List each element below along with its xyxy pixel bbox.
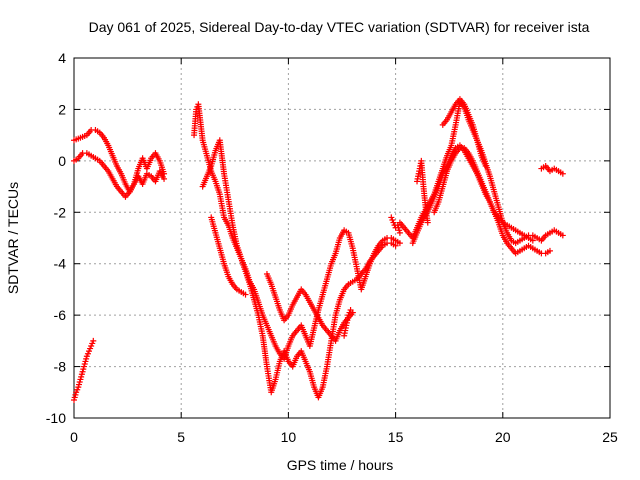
x-tick-label: 0 [70,429,78,445]
data-point [392,242,399,249]
y-tick-label: 4 [58,50,66,66]
y-axis-label: SDTVAR / TECUs [5,182,21,294]
data-point [559,232,566,239]
x-tick-label: 5 [177,429,185,445]
y-tick-label: -2 [54,204,67,220]
data-point [546,247,553,254]
y-tick-label: 0 [58,153,66,169]
x-axis-label: GPS time / hours [287,457,394,473]
x-tick-label: 10 [281,429,297,445]
y-tick-label: -6 [54,307,67,323]
y-tick-label: -4 [54,256,67,272]
data-point [396,240,403,247]
data-point [349,309,356,316]
plot-frame [73,57,611,419]
data-point [396,229,403,236]
x-tick-label: 20 [495,429,511,445]
data-point [161,175,168,182]
chart-title: Day 061 of 2025, Sidereal Day-to-day VTE… [89,19,590,35]
data-point [90,337,97,344]
y-tick-label: -8 [54,359,67,375]
x-axis: 0 5 10 15 20 25 [70,58,618,445]
x-tick-label: 25 [602,429,618,445]
data-point [424,219,431,226]
data-point [559,170,566,177]
data-point [529,237,536,244]
x-tick-label: 15 [388,429,404,445]
grid [74,58,610,418]
data-point [242,291,249,298]
y-tick-label: 2 [58,101,66,117]
y-tick-label: -10 [46,410,66,426]
data-points [71,96,566,403]
data-point [482,163,489,169]
y-axis: -10 -8 -6 -4 -2 0 2 4 [46,50,610,426]
